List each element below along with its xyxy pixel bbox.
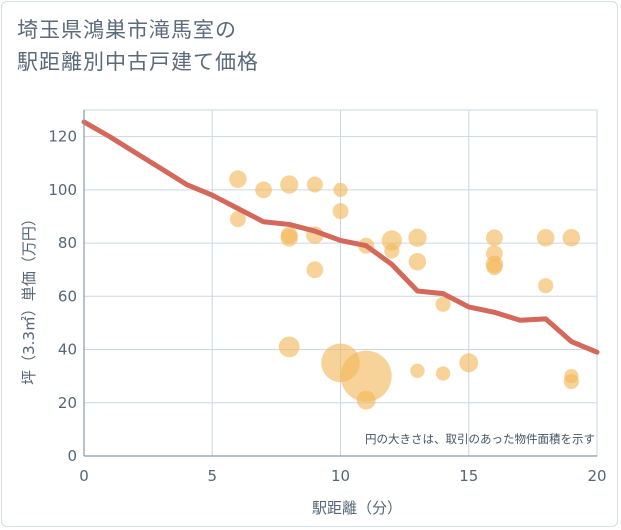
x-tick-label: 15 [459,467,478,485]
bubble-point [306,176,323,193]
bubble-point [332,203,349,220]
bubble-point [435,296,451,312]
trend-line-layer [81,119,600,355]
y-tick-label: 20 [58,394,77,412]
bubble-point [536,228,555,247]
bubble-point [486,229,503,247]
x-axis-label: 駅距離（分） [312,499,402,517]
y-tick-label: 0 [67,447,77,465]
bubble-point [255,181,272,199]
bubble-point [408,228,427,247]
x-tick-label: 0 [79,467,89,485]
y-tick-label: 60 [58,287,77,305]
bubble-point [408,252,427,271]
bubble-point [280,228,298,247]
x-tick-labels: 0 5 10 15 20 [79,467,606,485]
grid-lines [83,109,598,457]
y-axis-label: 坪（3.3㎡）単価（万円） [20,211,38,385]
x-tick-label: 5 [207,467,217,485]
bubble-point [340,350,392,402]
y-tick-labels: 0 20 40 60 80 100 120 [48,128,77,465]
bubble-point [486,259,503,276]
x-tick-label: 10 [331,467,350,485]
bubble-point [563,373,579,390]
bubble-point [538,278,554,294]
bubble-layer [229,170,581,410]
bubble-point [229,211,246,228]
bubble-point [306,261,324,279]
title-line-2: 駅距離別中古戸建て価格 [17,50,259,74]
bubble-point [278,336,300,358]
bubble-point [333,182,348,198]
bubble-point [280,175,299,194]
bubble-point [356,390,376,410]
y-tick-label: 40 [58,341,77,359]
chart-title: 埼玉県鴻巣市滝馬室の 駅距離別中古戸建て価格 [17,14,259,78]
bubble-point [229,170,247,188]
y-tick-label: 100 [48,181,77,199]
bubble-point [410,363,425,378]
bubble-point [435,366,451,381]
bubble-size-note: 円の大きさは、取引のあった物件面積を示す [365,432,595,446]
title-line-1: 埼玉県鴻巣市滝馬室の [17,18,237,42]
y-tick-label: 120 [48,128,77,146]
y-tick-label: 80 [58,234,77,252]
bubble-point [384,243,400,259]
bubble-point [459,353,479,373]
x-tick-label: 20 [587,467,606,485]
trend-line [81,119,600,355]
axes-layer [83,110,597,457]
bubble-point [562,228,581,247]
